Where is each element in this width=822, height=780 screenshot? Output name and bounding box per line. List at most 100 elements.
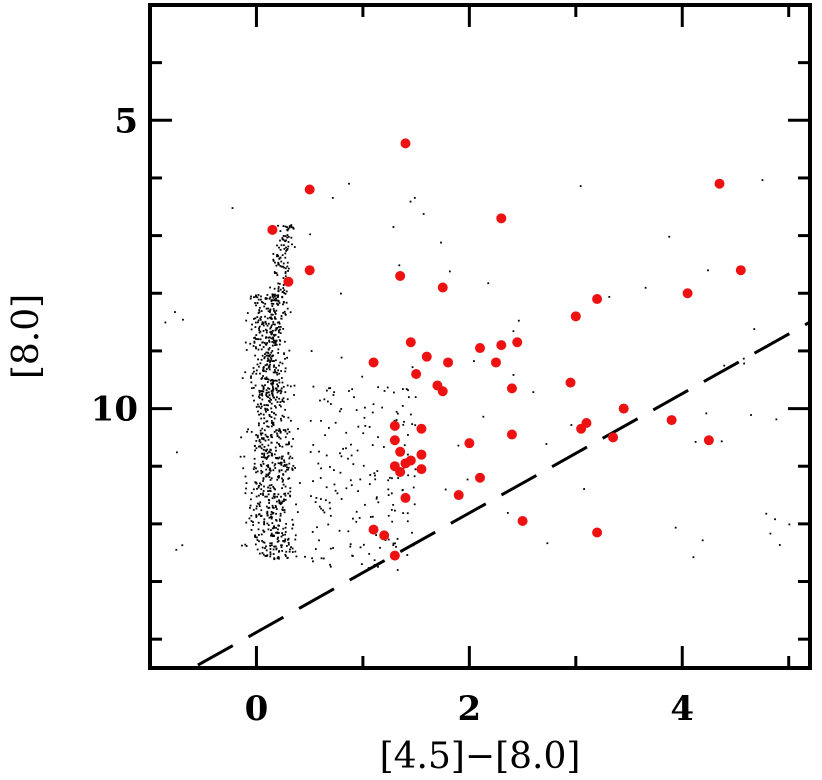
field-star-dot (273, 557, 276, 560)
field-star-dot (265, 545, 267, 548)
field-star-dot (272, 323, 275, 326)
field-star-dot (272, 495, 275, 498)
field-star-dot (255, 440, 258, 442)
field-star-dot (250, 328, 253, 331)
field-star-dot (267, 336, 270, 339)
field-star-dot (268, 355, 271, 357)
field-star-dot (245, 487, 248, 490)
field-star-dot (250, 529, 253, 531)
field-star-dot (286, 545, 288, 547)
field-star-dot (271, 422, 274, 424)
field-star-dot (329, 387, 332, 389)
field-star-dot (406, 512, 409, 515)
field-star-dot (273, 287, 276, 290)
field-star-dot (345, 487, 348, 490)
field-star-dot (264, 407, 267, 410)
field-star-dot (277, 348, 280, 351)
field-star-dot (283, 310, 286, 313)
field-star-dot (280, 377, 283, 379)
field-star-dot (392, 503, 395, 506)
field-star-dot (278, 475, 280, 478)
field-star-dot (279, 405, 282, 408)
field-star-dot (287, 428, 289, 431)
field-star-dot (263, 377, 266, 380)
field-star-dot (262, 477, 265, 480)
field-star-dot (257, 348, 260, 351)
field-star-dot (284, 275, 287, 278)
field-star-dot (275, 449, 277, 452)
field-star-dot (269, 308, 272, 311)
field-star-dot (284, 267, 287, 270)
field-star-dot (273, 535, 276, 537)
highlighted-point (666, 415, 677, 426)
field-star-dot (255, 467, 257, 470)
field-star-dot (260, 447, 263, 450)
field-star-dot (348, 390, 350, 392)
field-star-dot (271, 454, 273, 457)
field-star-dot (269, 401, 271, 403)
field-star-dot (261, 377, 264, 379)
field-star-dot (272, 371, 275, 374)
field-star-dot (265, 549, 268, 552)
field-star-dot (292, 464, 295, 467)
highlighted-point (411, 368, 422, 379)
field-star-dot (269, 286, 271, 289)
field-star-dot (282, 225, 285, 227)
field-star-dot (240, 436, 243, 439)
field-star-dot (271, 384, 274, 386)
field-star-dot (277, 536, 279, 539)
field-star-dot (268, 341, 271, 343)
field-star-dot (293, 394, 295, 396)
field-star-dot (265, 331, 268, 334)
field-star-dot (290, 236, 293, 239)
field-star-dot (392, 226, 395, 228)
field-star-dot (270, 351, 273, 354)
field-star-dot (277, 336, 280, 338)
field-star-dot (270, 411, 273, 413)
field-star-dot (277, 294, 280, 297)
field-star-dot (283, 244, 285, 247)
field-star-dot (329, 403, 332, 405)
field-star-dot (272, 389, 274, 392)
field-star-dot (262, 322, 265, 325)
field-star-dot (262, 388, 265, 391)
field-star-dot (339, 452, 341, 455)
field-star-dot (286, 466, 288, 469)
field-star-dot (371, 444, 374, 446)
field-star-dot (250, 520, 253, 522)
field-star-dot (279, 256, 282, 259)
field-star-dot (340, 455, 343, 458)
field-star-dot (294, 534, 297, 537)
field-star-dot (275, 309, 278, 312)
field-star-dot (331, 196, 334, 199)
field-star-dot (272, 485, 275, 488)
field-star-dot (319, 498, 322, 500)
field-star-dot (260, 295, 262, 298)
field-star-dot (282, 287, 285, 290)
field-star-dot (273, 487, 276, 490)
highlighted-point (496, 213, 507, 224)
field-star-dot (274, 467, 277, 469)
field-star-dot (268, 387, 271, 390)
field-star-dot (279, 332, 282, 334)
field-star-dot (260, 393, 263, 396)
field-star-dot (258, 513, 260, 516)
field-star-dot (262, 346, 265, 348)
field-star-dot (269, 467, 272, 470)
field-star-dot (283, 461, 286, 463)
field-star-dot (256, 487, 258, 490)
field-star-dot (263, 454, 266, 457)
field-star-dot (270, 316, 273, 319)
field-star-dot (288, 457, 291, 460)
field-star-dot (175, 451, 178, 454)
field-star-dot (274, 488, 277, 491)
field-star-dot (324, 434, 326, 437)
field-star-dot (262, 368, 265, 370)
field-star-dot (267, 396, 270, 398)
field-star-dot (261, 354, 264, 357)
field-star-dot (261, 443, 264, 446)
field-star-dot (276, 538, 279, 540)
field-star-dot (323, 398, 326, 401)
field-star-dot (274, 272, 276, 275)
highlighted-point (416, 449, 427, 460)
